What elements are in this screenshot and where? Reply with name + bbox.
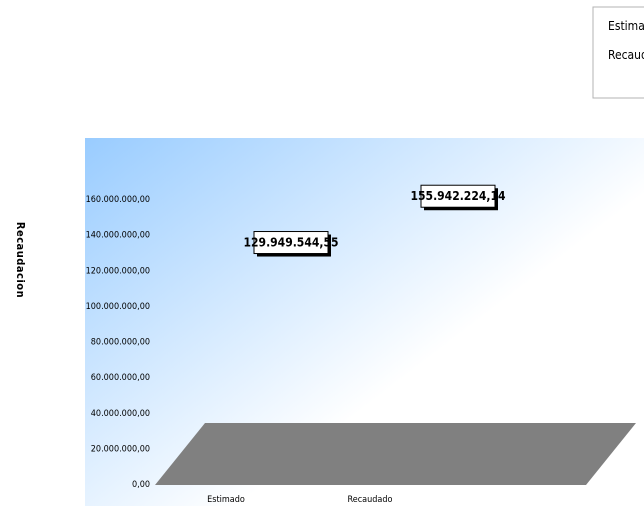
x-category-label: Recaudado [348,495,393,505]
y-tick-label: 140.000.000,00 [86,231,150,241]
legend-entry-recaudado: Recaudado [608,48,644,62]
y-tick-label: 80.000.000,00 [91,338,150,348]
y-tick-label: 60.000.000,00 [91,373,150,383]
y-tick-label: 40.000.000,00 [91,409,150,419]
data-label: 129.949.544,55 [244,231,339,257]
chart-floor [155,423,636,485]
data-labels: 129.949.544,55 155.942.224,14 [244,184,506,257]
legend: Estimado Recaudado [592,6,644,99]
y-tick-label: 100.000.000,00 [86,302,150,312]
x-axis-categories: Estimado Recaudado [207,495,392,505]
y-tick-label: 160.000.000,00 [86,195,150,205]
y-tick-label: 120.000.000,00 [86,266,150,276]
x-category-label: Estimado [207,495,245,505]
legend-entry-estimado: Estimado [608,19,644,33]
data-label-text: 155.942.224,14 [411,189,506,203]
y-tick-label: 20.000.000,00 [91,444,150,454]
legend-box [592,6,644,99]
y-axis-label: Recaudacion [14,222,27,298]
data-label-box [420,184,496,208]
y-axis-ticks: 0,00 20.000.000,00 40.000.000,00 60.000.000… [86,195,150,490]
data-label: 155.942.224,14 [411,184,506,211]
y-tick-label: 0,00 [132,480,150,490]
data-label-text: 129.949.544,55 [244,236,339,250]
data-label-box [253,231,329,255]
